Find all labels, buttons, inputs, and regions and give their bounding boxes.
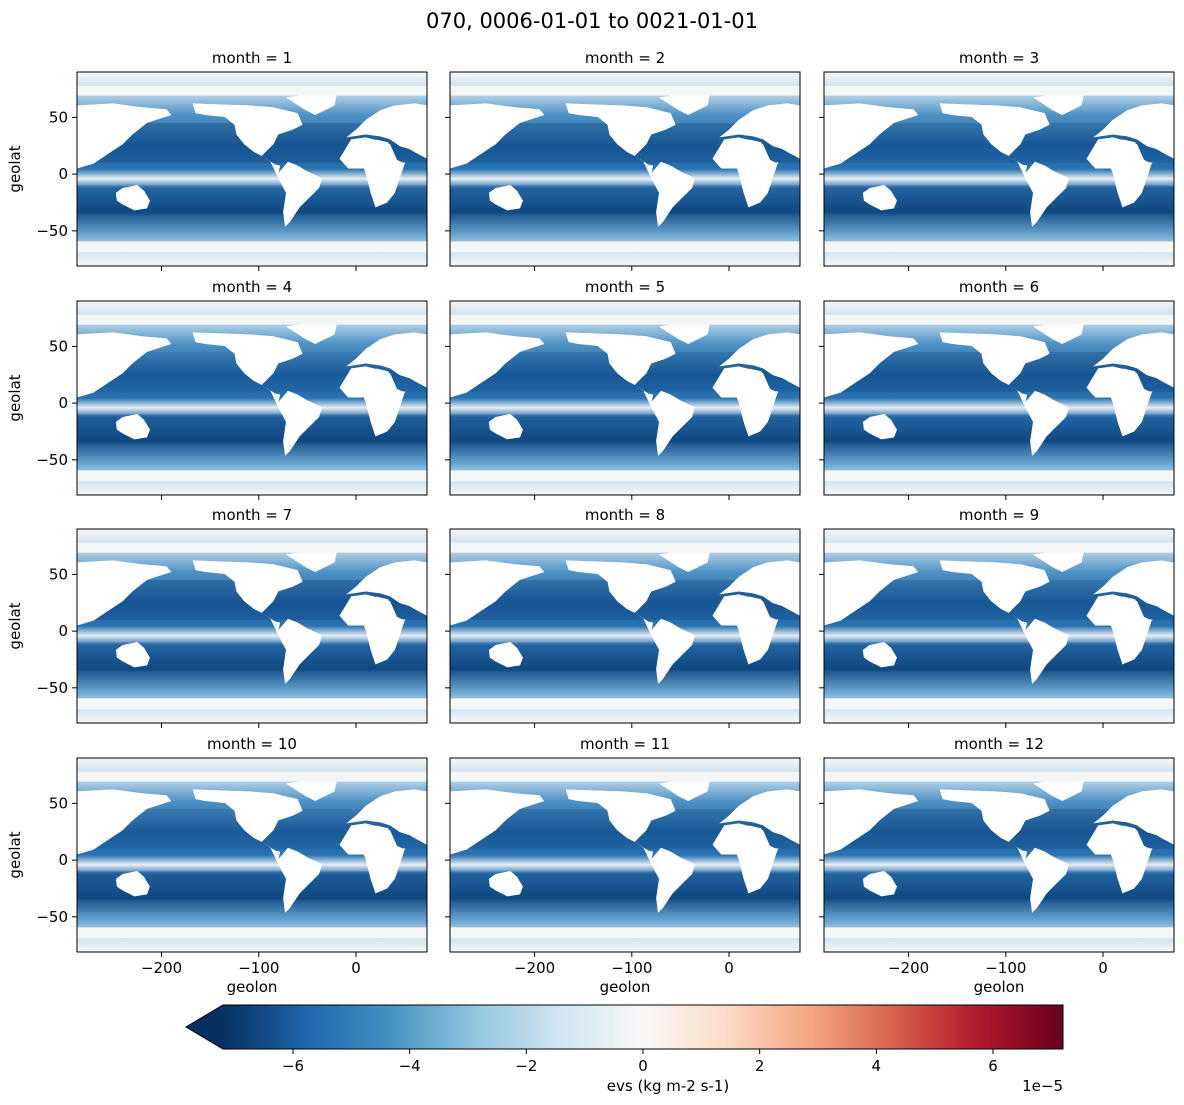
panel-frame <box>76 300 428 496</box>
panel-frame <box>449 757 801 953</box>
x-tick-label: −200 <box>888 959 929 977</box>
colorbar-tick-label: 0 <box>638 1057 648 1075</box>
figure-title: 070, 0006-01-01 to 0021-01-01 <box>426 9 758 33</box>
panel-title: month = 6 <box>959 278 1039 296</box>
y-axis-label: geolat <box>6 602 24 649</box>
y-axis-label: geolat <box>6 145 24 192</box>
panel-month-11: month = 11 −200 −100 0 geolon <box>445 735 801 996</box>
y-tick-label: −50 <box>36 908 68 926</box>
panel-frame <box>76 71 428 267</box>
panel-month-4: month = 4 −50 0 50 geolat <box>6 278 428 500</box>
panel-title: month = 8 <box>585 506 665 524</box>
heatmap-field <box>824 758 1174 952</box>
heatmap-field <box>450 529 800 723</box>
x-tick-label: 0 <box>351 959 361 977</box>
y-tick-label: −50 <box>36 679 68 697</box>
x-axis-label: geolon <box>600 978 651 996</box>
y-axis-label: geolat <box>6 831 24 878</box>
colorbar-tick-label: −6 <box>282 1057 304 1075</box>
y-tick-label: 0 <box>58 394 68 412</box>
colorbar-offset-text: 1e−5 <box>1022 1077 1063 1095</box>
panel-frame <box>449 300 801 496</box>
panel-month-1: month = 1 −50 0 50 geolat <box>6 49 428 271</box>
heatmap-field <box>450 72 800 266</box>
y-tick-label: 50 <box>49 108 68 126</box>
x-tick-label: 0 <box>724 959 734 977</box>
panel-month-12: month = 12 −200 −100 0 geolon <box>819 735 1175 996</box>
panel-title: month = 11 <box>580 735 670 753</box>
x-tick-label: −100 <box>985 959 1026 977</box>
heatmap-field <box>77 758 427 952</box>
heatmap-field <box>77 301 427 495</box>
y-tick-label: 0 <box>58 622 68 640</box>
panel-month-8: month = 8 <box>445 506 801 728</box>
colorbar-tick-label: 6 <box>988 1057 998 1075</box>
panel-title: month = 1 <box>212 49 292 67</box>
x-tick-label: −100 <box>238 959 279 977</box>
panel-frame <box>823 300 1175 496</box>
x-tick-label: −100 <box>611 959 652 977</box>
panel-title: month = 10 <box>207 735 297 753</box>
panel-month-9: month = 9 <box>819 506 1175 728</box>
panel-frame <box>823 757 1175 953</box>
heatmap-field <box>824 529 1174 723</box>
x-axis-label: geolon <box>974 978 1025 996</box>
panel-title: month = 12 <box>954 735 1044 753</box>
panel-month-2: month = 2 <box>445 49 801 271</box>
colorbar-gradient <box>223 1005 1063 1049</box>
heatmap-field <box>824 301 1174 495</box>
panel-frame <box>76 528 428 724</box>
heatmap-field <box>77 72 427 266</box>
heatmap-field <box>77 529 427 723</box>
panel-grid: month = 1 −50 0 50 geolat month = 2 month = 3 m… <box>6 49 1175 996</box>
panel-title: month = 7 <box>212 506 292 524</box>
y-axis-label: geolat <box>6 374 24 421</box>
x-axis-label: geolon <box>227 978 278 996</box>
panel-month-6: month = 6 <box>819 278 1175 500</box>
panel-title: month = 3 <box>959 49 1039 67</box>
y-tick-label: −50 <box>36 222 68 240</box>
colorbar-ticks: −6 −4 −2 0 2 4 6 <box>282 1049 998 1075</box>
colorbar-tick-label: 2 <box>755 1057 765 1075</box>
panel-frame <box>823 528 1175 724</box>
x-tick-label: −200 <box>514 959 555 977</box>
panel-month-7: month = 7 −50 0 50 geolat <box>6 506 428 728</box>
colorbar-tick-label: 4 <box>872 1057 882 1075</box>
panel-title: month = 9 <box>959 506 1039 524</box>
colorbar-label: evs (kg m-2 s-1) <box>607 1077 729 1095</box>
y-tick-label: 50 <box>49 794 68 812</box>
y-tick-label: 50 <box>49 565 68 583</box>
y-tick-label: 50 <box>49 337 68 355</box>
panel-title: month = 5 <box>585 278 665 296</box>
colorbar-extend-triangle <box>186 1005 223 1049</box>
panel-frame <box>76 757 428 953</box>
panel-month-5: month = 5 <box>445 278 801 500</box>
heatmap-field <box>450 301 800 495</box>
panel-title: month = 4 <box>212 278 292 296</box>
colorbar-tick-label: −4 <box>399 1057 421 1075</box>
heatmap-field <box>824 72 1174 266</box>
x-tick-label: 0 <box>1098 959 1108 977</box>
panel-title: month = 2 <box>585 49 665 67</box>
y-tick-label: −50 <box>36 451 68 469</box>
panel-frame <box>449 71 801 267</box>
y-tick-label: 0 <box>58 851 68 869</box>
x-tick-label: −200 <box>141 959 182 977</box>
panel-month-10: month = 10 −200 −100 0 geolon −50 0 50 geolat <box>6 735 428 996</box>
panel-month-3: month = 3 <box>819 49 1175 271</box>
panel-frame <box>823 71 1175 267</box>
colorbar: −6 −4 −2 0 2 4 6 evs (kg m-2 s-1) 1e−5 <box>185 1004 1064 1095</box>
colorbar-tick-label: −2 <box>515 1057 537 1075</box>
heatmap-field <box>450 758 800 952</box>
y-tick-label: 0 <box>58 165 68 183</box>
panel-frame <box>449 528 801 724</box>
